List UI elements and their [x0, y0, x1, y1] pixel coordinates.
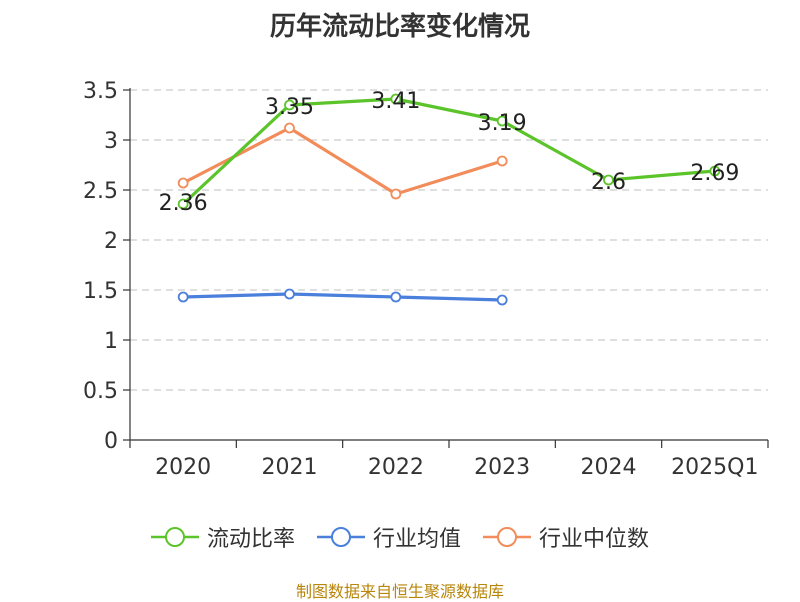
x-tick-label: 2025Q1 — [671, 455, 758, 480]
data-point — [390, 93, 402, 105]
y-tick-label: 2.5 — [83, 179, 118, 204]
data-point — [390, 291, 402, 303]
data-point — [284, 122, 295, 134]
data-label: 2.69 — [690, 161, 739, 186]
data-point — [496, 294, 508, 306]
series-line-1 — [183, 292, 503, 302]
legend-label-current-ratio: 流动比率 — [206, 527, 295, 552]
x-tick-label: 2024 — [581, 455, 637, 480]
data-label: 2.6 — [591, 170, 626, 195]
data-point — [177, 198, 189, 210]
legend-item-industry-mean[interactable]: 行业均值 — [316, 521, 461, 553]
data-point — [284, 99, 295, 111]
data-point — [603, 174, 614, 186]
x-tick-label: 2023 — [474, 455, 530, 480]
y-tick-label: 0.5 — [83, 379, 118, 404]
y-tick-label: 2 — [104, 229, 118, 254]
y-tick-label: 1.5 — [83, 279, 118, 304]
legend: 流动比率 行业均值 行业中位数 — [0, 520, 800, 554]
y-tick-label: 3 — [104, 129, 118, 154]
x-tick-label: 2020 — [155, 455, 211, 480]
data-point — [177, 177, 189, 189]
y-tick-label: 1 — [104, 329, 118, 354]
legend-label-industry-mean: 行业均值 — [372, 527, 461, 552]
data-point — [496, 155, 508, 167]
data-point — [390, 188, 402, 200]
legend-swatch-current-ratio — [150, 527, 199, 547]
x-tick-label: 2021 — [262, 455, 318, 480]
legend-label-industry-median: 行业中位数 — [539, 527, 650, 552]
legend-swatch-industry-mean — [316, 527, 365, 547]
chart-title: 历年流动比率变化情况 — [269, 12, 530, 42]
series-line-0 — [182, 97, 715, 206]
y-tick-label: 3.5 — [83, 79, 118, 104]
y-tick-label: 0 — [104, 429, 118, 454]
data-label: 3.35 — [265, 95, 314, 120]
data-label: 3.41 — [371, 89, 420, 114]
legend-item-industry-median[interactable]: 行业中位数 — [483, 521, 649, 553]
data-point — [496, 115, 508, 127]
data-label: 3.19 — [478, 111, 527, 136]
data-point — [709, 165, 721, 177]
data-label: 2.36 — [159, 191, 208, 216]
data-source-note: 制图数据来自恒生聚源数据库 — [295, 582, 504, 601]
legend-swatch-industry-median — [483, 527, 531, 547]
x-tick-label: 2022 — [368, 455, 424, 480]
data-point — [177, 291, 189, 303]
legend-item-current-ratio[interactable]: 流动比率 — [150, 521, 295, 553]
data-point — [284, 288, 295, 300]
